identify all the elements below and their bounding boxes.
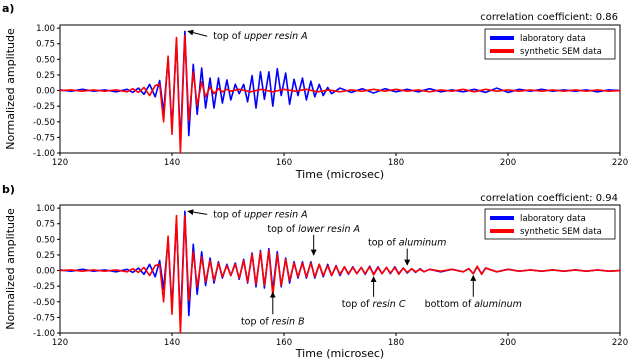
panel-b-annotation-label: bottom of aluminum bbox=[425, 299, 522, 310]
panel-b-annotation-arrow bbox=[187, 209, 208, 216]
panel-a-annotation-label: top of upper resin A bbox=[213, 31, 308, 42]
panel-b-correlation-label: correlation coefficient: 0.94 bbox=[480, 193, 618, 204]
panel-b-y-axis-label: Normalized amplitude bbox=[4, 208, 17, 330]
panel-b-y-tick-label: 0.00 bbox=[36, 267, 55, 277]
panel-a-lines bbox=[59, 30, 621, 154]
panel-b-label: b) bbox=[2, 183, 15, 196]
panel-a-x-tick-label: 220 bbox=[612, 158, 628, 168]
panel-b-x-tick-label: 220 bbox=[612, 338, 628, 348]
panel-b-annotations: top of upper resin A top of lower resin A… bbox=[187, 209, 522, 327]
panel-b-x-tick-label: 180 bbox=[388, 338, 404, 348]
panel-b-x-axis-label: Time (microsec) bbox=[295, 347, 384, 360]
panel-a-legend-laboratory-label: laboratory data bbox=[520, 34, 586, 44]
panel-a-plot-frame bbox=[59, 24, 621, 154]
panel-a-correlation-label: correlation coefficient: 0.86 bbox=[480, 12, 618, 23]
panel-a-legend: laboratory data synthetic SEM data bbox=[484, 28, 616, 60]
panel-b-x-tick-label: 200 bbox=[500, 338, 516, 348]
panel-a-legend-synthetic-label: synthetic SEM data bbox=[520, 47, 602, 57]
panel-a-y-tick-label: -0.75 bbox=[33, 133, 55, 143]
panel-a-y-tick-label: 0.25 bbox=[36, 71, 55, 81]
panel-b-y-tick-label: -1.00 bbox=[33, 329, 55, 339]
panel-a-x-tick-label: 200 bbox=[500, 158, 516, 168]
panel-b-x-tick-label: 160 bbox=[276, 338, 292, 348]
panel-b-y-tick-label: 1.00 bbox=[36, 204, 55, 214]
panel-b-annotation-label: top of aluminum bbox=[368, 238, 446, 249]
panel-b-y-tick-label: 0.50 bbox=[36, 235, 55, 245]
panel-b-y-tick-label: -0.50 bbox=[33, 298, 55, 308]
panel-a-x-tick-label: 140 bbox=[164, 158, 180, 168]
panel-b-annotation-label: top of lower resin A bbox=[267, 224, 360, 235]
panel-b-x-tick-label: 140 bbox=[164, 338, 180, 348]
panel-a-annotations: top of upper resin A bbox=[187, 29, 308, 42]
panel-a-ticks: 120 140 160 180 200 220 -1.00 -0.75 -0.50 -0.25 0.… bbox=[33, 24, 628, 168]
panel-a-x-tick-label: 120 bbox=[52, 158, 68, 168]
panel-a-y-tick-label: 1.00 bbox=[36, 24, 55, 34]
panel-b-legend-box bbox=[484, 208, 616, 240]
panel-b-ticks: 120 140 160 180 200 220 -1.00 -0.75 -0.50 -0.25 0.… bbox=[33, 204, 628, 348]
panel-a: a) correlation coefficient: 0.86 120 140 1… bbox=[2, 2, 628, 181]
panel-b-y-tick-label: 0.75 bbox=[36, 220, 55, 230]
panel-a-label: a) bbox=[2, 2, 14, 15]
panel-a-y-tick-label: 0.50 bbox=[36, 55, 55, 65]
panel-b-annotation-label: top of resin C bbox=[342, 299, 406, 310]
panel-a-x-tick-label: 180 bbox=[388, 158, 404, 168]
panel-a-y-axis-label: Normalized amplitude bbox=[4, 28, 17, 150]
panel-a-y-tick-label: -0.25 bbox=[33, 102, 55, 112]
panel-b-x-tick-label: 120 bbox=[52, 338, 68, 348]
panel-a-x-tick-label: 160 bbox=[276, 158, 292, 168]
panel-b-y-tick-label: -0.75 bbox=[33, 313, 55, 323]
panel-a-legend-box bbox=[484, 28, 616, 60]
panel-a-y-tick-label: 0.00 bbox=[36, 87, 55, 97]
panel-a-series-synthetic-line bbox=[59, 34, 621, 154]
panel-b-y-tick-label: 0.25 bbox=[36, 251, 55, 261]
panel-a-annotation-arrow bbox=[187, 29, 208, 37]
panel-b-series-synthetic-line bbox=[59, 214, 621, 334]
panel-b-lines bbox=[59, 210, 621, 334]
panel-a-y-tick-label: -1.00 bbox=[33, 149, 55, 159]
panel-b-legend: laboratory data synthetic SEM data bbox=[484, 208, 616, 240]
panel-b-y-tick-label: -0.25 bbox=[33, 282, 55, 292]
panel-a-y-tick-label: 0.75 bbox=[36, 40, 55, 50]
panel-b-legend-synthetic-label: synthetic SEM data bbox=[520, 227, 602, 237]
panel-b-legend-laboratory-label: laboratory data bbox=[520, 214, 586, 224]
panel-b-annotation-label: top of upper resin A bbox=[213, 209, 308, 220]
panel-b-plot-frame bbox=[59, 204, 621, 334]
panel-b-annotation-label: top of resin B bbox=[241, 316, 305, 327]
panel-a-y-tick-label: -0.50 bbox=[33, 118, 55, 128]
panel-b: b) correlation coefficient: 0.94 120 140 1… bbox=[2, 183, 628, 360]
panel-a-x-axis-label: Time (microsec) bbox=[295, 168, 384, 181]
